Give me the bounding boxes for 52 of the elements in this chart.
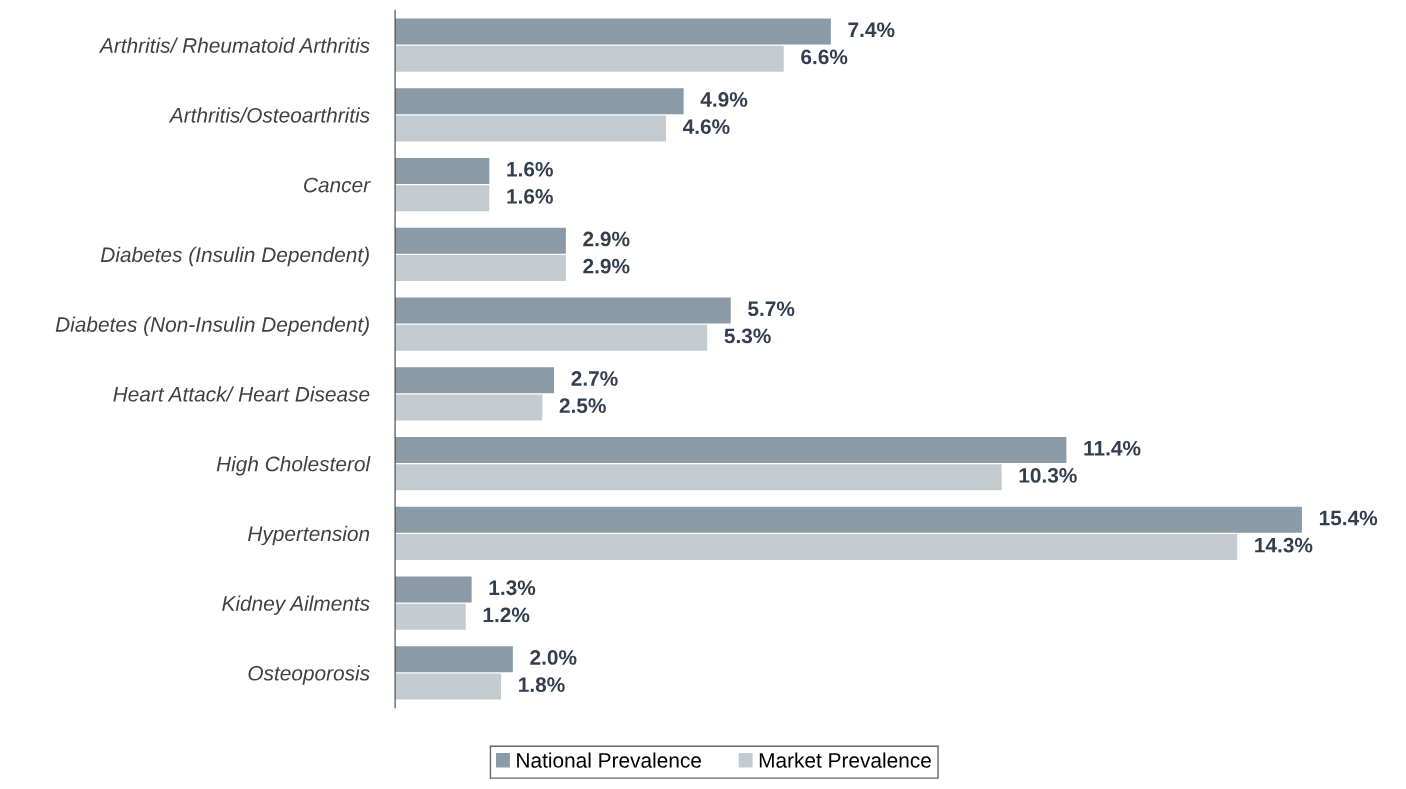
data-label: 2.0%: [530, 650, 577, 665]
bar: [395, 115, 666, 142]
data-label: 1.3%: [489, 580, 536, 596]
bar: [395, 157, 490, 185]
y-tick-label: Diabetes (Non-Insulin Dependent): [55, 316, 369, 336]
bar: [395, 88, 684, 115]
data-label: 1.8%: [519, 677, 565, 693]
data-label: 5.7%: [748, 301, 795, 317]
data-label: 14.3%: [1255, 537, 1313, 553]
bar: [395, 506, 1302, 533]
bar: [395, 254, 566, 282]
data-label: 1.6%: [507, 189, 553, 204]
data-label: 7.4%: [848, 22, 895, 38]
bar: [395, 367, 555, 394]
data-label: 10.3%: [1019, 468, 1077, 483]
y-tick-label: High Cholesterol: [216, 456, 371, 476]
y-tick-label: Hypertension: [247, 525, 370, 546]
bar: [395, 45, 784, 72]
y-tick-label: Cancer: [304, 177, 371, 193]
data-label: 2.9%: [583, 258, 630, 274]
y-tick-label: Diabetes (Insulin Dependent): [100, 246, 369, 267]
bar: [395, 673, 502, 700]
bar: [395, 533, 1238, 561]
y-tick-label: Arthritis/ Rheumatoid Arthritis: [98, 37, 370, 53]
data-label: 1.2%: [483, 607, 530, 623]
data-label: 4.6%: [682, 119, 730, 135]
data-label: 2.9%: [583, 231, 630, 247]
data-label: 2.5%: [559, 398, 606, 414]
bar: [395, 394, 543, 421]
bar: [395, 646, 513, 673]
bar: [395, 603, 466, 630]
bar: [395, 297, 731, 324]
data-label: 4.9%: [700, 92, 748, 107]
data-label: 2.7%: [571, 371, 618, 386]
bar: [395, 464, 1002, 491]
legend-label: National Prevalence: [517, 752, 701, 768]
data-label: 6.6%: [801, 49, 848, 65]
bar: [395, 436, 1067, 464]
y-tick-label: Osteoporosis: [248, 665, 370, 685]
y-tick-label: Kidney Ailments: [222, 595, 370, 615]
bar: [395, 324, 708, 351]
data-label: 1.6%: [507, 161, 553, 177]
data-label: 15.4%: [1319, 510, 1378, 526]
bar: [395, 227, 566, 254]
bar: [395, 576, 472, 603]
data-label: 11.4%: [1084, 440, 1141, 456]
y-tick-label: Heart Attack/ Heart Disease: [113, 386, 370, 402]
data-label: 5.3%: [724, 328, 771, 344]
legend-label: Market Prevalence: [759, 752, 931, 768]
bar: [395, 185, 490, 212]
y-tick-label: Arthritis/Osteoarthritis: [168, 107, 370, 123]
bar: [395, 18, 831, 45]
